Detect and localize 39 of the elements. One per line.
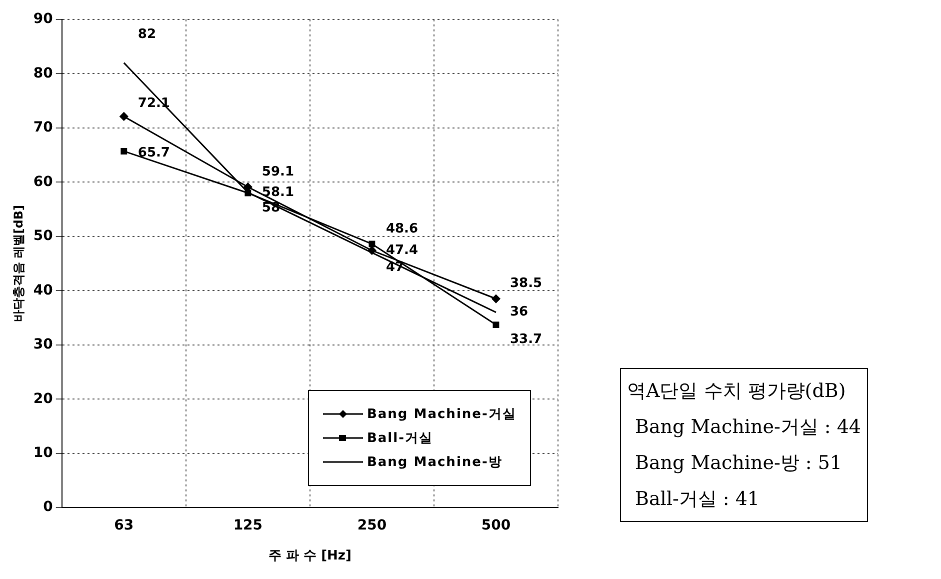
text: Bang Machine-방 : 51 (634, 451, 844, 476)
y-tick-label: 40 (33, 282, 54, 298)
point (368, 246, 376, 255)
text: Ball-거실 : 41 (634, 487, 761, 512)
y-tick-label: 10 (33, 444, 54, 461)
legend-label: Bang Machine-거실 (367, 406, 516, 423)
y-tick-label: 50 (33, 228, 54, 244)
data-label: 59.1 (262, 164, 294, 180)
data-label: 36 (510, 304, 528, 320)
legend-label: Ball-거실 (367, 430, 433, 447)
text: 역A단일 수치 평가량(dB) (627, 379, 847, 404)
data-label: 47.4 (386, 242, 418, 258)
y-tick-label: 70 (33, 120, 54, 136)
point (492, 322, 500, 328)
data-label: 48.6 (386, 221, 418, 236)
point (492, 294, 500, 304)
x-axis-title: 주 파 수 [Hz] (268, 548, 352, 564)
text: Bang Machine-거실 : 44 (634, 415, 862, 440)
y-tick-label: 30 (33, 336, 54, 353)
point (244, 190, 252, 196)
x-tick-label: 63 (114, 518, 134, 534)
data-label: 58.1 (262, 184, 294, 200)
x-tick-label: 250 (357, 518, 387, 534)
y-tick-label: 60 (33, 174, 54, 190)
data-label: 33.7 (510, 332, 542, 348)
y-tick-label: 20 (33, 390, 54, 407)
legend-label: Bang Machine-방 (367, 454, 502, 471)
data-label: 82 (138, 27, 156, 42)
y-tick-label: 80 (33, 65, 54, 82)
data-label: 65.7 (138, 146, 170, 161)
x-tick-label: 500 (481, 518, 511, 534)
point (120, 112, 128, 121)
y-axis-title: 바닥충격음 레벨[dB] (11, 205, 26, 322)
x-tick-label: 125 (233, 518, 263, 534)
point (120, 148, 128, 154)
data-label: 38.5 (510, 276, 542, 292)
y-tick-label: 90 (33, 11, 54, 28)
point (368, 240, 376, 248)
y-tick-label: 0 (43, 499, 54, 516)
